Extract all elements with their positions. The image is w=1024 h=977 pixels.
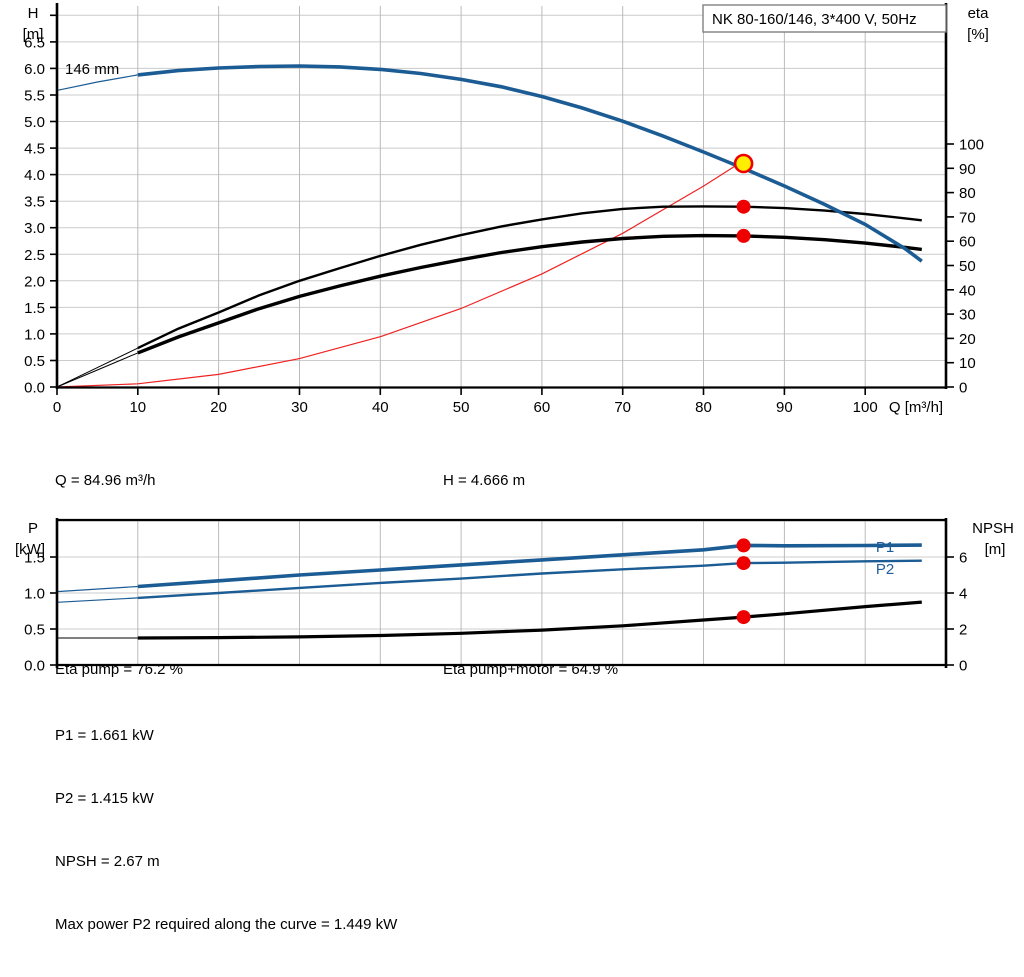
duty-dot-eta-pump: [736, 199, 751, 214]
svg-text:0: 0: [53, 399, 61, 416]
svg-text:2: 2: [959, 622, 967, 639]
lower-right-axis-ticks: [946, 556, 954, 666]
info-head: H = 4.666 m: [443, 472, 526, 489]
svg-text:50: 50: [959, 258, 976, 275]
title-box: [702, 4, 947, 33]
lower-left-tick-labels: 0.0 0.5 1.0 1.5: [24, 550, 45, 674]
head-curve-thin: [56, 74, 138, 91]
info-p2: P2 = 1.415 kW: [55, 790, 154, 807]
svg-text:10: 10: [129, 399, 146, 416]
power-data-block: P1 = 1.661 kW P2 = 1.415 kW NPSH = 2.67 …: [55, 683, 397, 977]
upper-left-axis-ticks: [50, 14, 57, 388]
duty-dot-p1: [736, 538, 751, 553]
lower-right-tick-labels: 0 2 4 6: [959, 550, 967, 674]
svg-text:3.0: 3.0: [24, 220, 45, 237]
head-eta-chart: H [m] eta [%] 0.0 0.5 1.0 1.5 2.0 2.5 3.…: [23, 3, 990, 416]
svg-text:1.5: 1.5: [24, 550, 45, 567]
impeller-size-label: 146 mm: [65, 61, 119, 78]
svg-text:40: 40: [372, 399, 389, 416]
svg-text:0.0: 0.0: [24, 658, 45, 674]
svg-text:2.0: 2.0: [24, 273, 45, 290]
svg-text:70: 70: [614, 399, 631, 416]
upper-right-axis-ticks: [946, 143, 954, 388]
svg-text:90: 90: [776, 399, 793, 416]
eta-pump-motor-curve: [137, 233, 923, 355]
svg-text:1.0: 1.0: [24, 586, 45, 603]
svg-text:4.0: 4.0: [24, 167, 45, 184]
duty-dot-p2: [736, 556, 751, 571]
svg-text:30: 30: [291, 399, 308, 416]
upper-plot-background: [57, 6, 946, 387]
p1-curve: [137, 543, 922, 589]
svg-text:40: 40: [959, 282, 976, 299]
duty-dot-npsh: [736, 610, 751, 625]
info-max-power: Max power P2 required along the curve = …: [55, 916, 398, 933]
eta-pump-curve-thin: [56, 347, 139, 388]
upper-right-tick-labels: 0 10 20 30 40 50 60 70 80 90 100: [959, 137, 984, 397]
upper-left-tick-labels: 0.0 0.5 1.0 1.5 2.0 2.5 3.0 3.5 4.0 4.5 …: [24, 34, 45, 396]
p2-curve-thin: [56, 597, 138, 603]
p2-curve-label: P2: [876, 561, 894, 578]
svg-text:0.0: 0.0: [24, 380, 45, 397]
svg-text:0.5: 0.5: [24, 353, 45, 370]
upper-left-axis-title-unit: [m]: [23, 26, 44, 43]
svg-text:60: 60: [959, 234, 976, 251]
upper-x-tick-labels: 0 10 20 30 40 50 60 70 80 90 100: [53, 399, 878, 416]
title-box-label: NK 80-160/146, 3*400 V, 50Hz: [712, 11, 917, 28]
svg-text:90: 90: [959, 161, 976, 178]
svg-text:0: 0: [959, 380, 967, 397]
svg-text:100: 100: [959, 137, 984, 154]
eta-red-curve: [56, 160, 744, 388]
svg-text:60: 60: [534, 399, 551, 416]
info-p1: P1 = 1.661 kW: [55, 727, 154, 744]
upper-right-axis-title-eta: eta: [968, 5, 990, 22]
svg-text:5.5: 5.5: [24, 88, 45, 105]
p1-curve-label: P1: [876, 539, 894, 556]
svg-text:5.0: 5.0: [24, 114, 45, 131]
svg-text:2.5: 2.5: [24, 247, 45, 264]
lower-left-axis-ticks: [50, 556, 57, 666]
svg-text:1.5: 1.5: [24, 300, 45, 317]
head-curve: [137, 64, 923, 263]
svg-text:20: 20: [210, 399, 227, 416]
svg-text:6.5: 6.5: [24, 34, 45, 51]
svg-text:70: 70: [959, 209, 976, 226]
upper-left-axis-title-h: H: [28, 5, 39, 22]
info-flow: Q = 84.96 m³/h: [55, 472, 156, 489]
upper-x-axis-title: Q [m³/h]: [889, 399, 943, 416]
svg-text:30: 30: [959, 307, 976, 324]
svg-text:6: 6: [959, 550, 967, 567]
p1-curve-thin: [56, 585, 138, 593]
duty-point-marker: [733, 153, 754, 174]
npsh-curve: [137, 600, 922, 640]
duty-dot-eta-pump-motor: [736, 228, 751, 243]
svg-text:6.0: 6.0: [24, 61, 45, 78]
svg-text:80: 80: [959, 185, 976, 202]
lower-left-axis-title-unit: [kW]: [15, 541, 45, 558]
svg-text:0.5: 0.5: [24, 622, 45, 639]
lower-left-axis-title-p: P: [28, 520, 38, 537]
svg-text:10: 10: [959, 355, 976, 372]
p2-curve: [137, 559, 922, 600]
svg-text:4.5: 4.5: [24, 141, 45, 158]
eta-pump-motor-curve-thin: [56, 352, 138, 388]
eta-pump-curve: [137, 205, 922, 350]
svg-text:4: 4: [959, 586, 967, 603]
upper-right-axis-title-unit: [%]: [967, 26, 989, 43]
svg-text:50: 50: [453, 399, 470, 416]
pump-curve-page: H [m] eta [%] 0.0 0.5 1.0 1.5 2.0 2.5 3.…: [15, 3, 1014, 933]
svg-text:80: 80: [695, 399, 712, 416]
svg-text:1.0: 1.0: [24, 326, 45, 343]
lower-right-axis-title-unit: [m]: [985, 541, 1006, 558]
upper-horizontal-gridlines: [57, 14, 946, 388]
svg-text:20: 20: [959, 331, 976, 348]
power-npsh-chart: P [kW] NPSH [m] 0.0 0.5 1.0 1.5 0 2 4 6 …: [15, 518, 1014, 674]
svg-text:0: 0: [959, 658, 967, 674]
upper-x-axis-ticks: [56, 387, 867, 395]
info-npsh: NPSH = 2.67 m: [55, 853, 160, 870]
svg-text:3.5: 3.5: [24, 194, 45, 211]
lower-right-axis-title-npsh: NPSH: [972, 520, 1014, 537]
svg-text:100: 100: [853, 399, 878, 416]
